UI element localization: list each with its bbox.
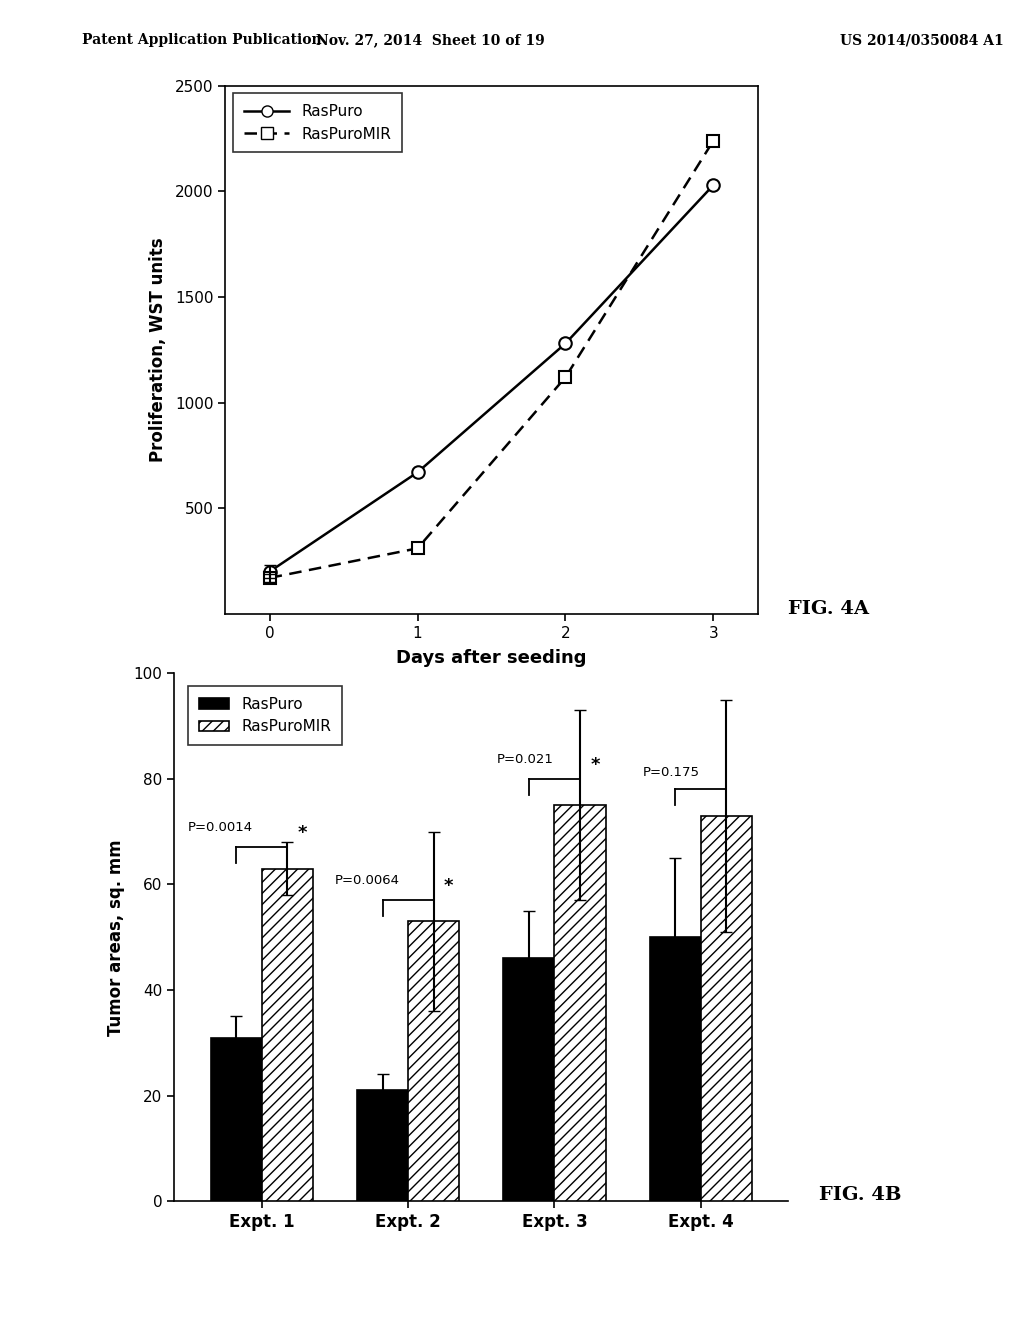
Bar [262, 869, 313, 1201]
Text: Nov. 27, 2014  Sheet 10 of 19: Nov. 27, 2014 Sheet 10 of 19 [315, 33, 545, 48]
Text: FIG. 4A: FIG. 4A [788, 599, 869, 618]
Text: Patent Application Publication: Patent Application Publication [82, 33, 322, 48]
Legend: RasPuro, RasPuroMIR: RasPuro, RasPuroMIR [187, 686, 342, 746]
Y-axis label: Tumor areas, sq. mm: Tumor areas, sq. mm [108, 840, 125, 1035]
Bar [503, 958, 554, 1201]
Bar [649, 937, 700, 1201]
Bar [211, 1038, 262, 1201]
Text: P=0.0064: P=0.0064 [334, 874, 399, 887]
Text: P=0.021: P=0.021 [497, 752, 554, 766]
Legend: RasPuro, RasPuroMIR: RasPuro, RasPuroMIR [232, 94, 402, 153]
Text: *: * [444, 876, 454, 895]
Text: P=0.175: P=0.175 [643, 766, 700, 779]
Y-axis label: Proliferation, WST units: Proliferation, WST units [148, 238, 167, 462]
Text: *: * [590, 755, 600, 774]
Text: P=0.0014: P=0.0014 [188, 821, 253, 834]
Bar [409, 921, 460, 1201]
Bar [554, 805, 605, 1201]
Bar [357, 1090, 409, 1201]
Text: FIG. 4B: FIG. 4B [819, 1185, 902, 1204]
X-axis label: Days after seeding: Days after seeding [396, 649, 587, 667]
Bar [700, 816, 752, 1201]
Text: US 2014/0350084 A1: US 2014/0350084 A1 [840, 33, 1004, 48]
Text: *: * [298, 824, 307, 842]
